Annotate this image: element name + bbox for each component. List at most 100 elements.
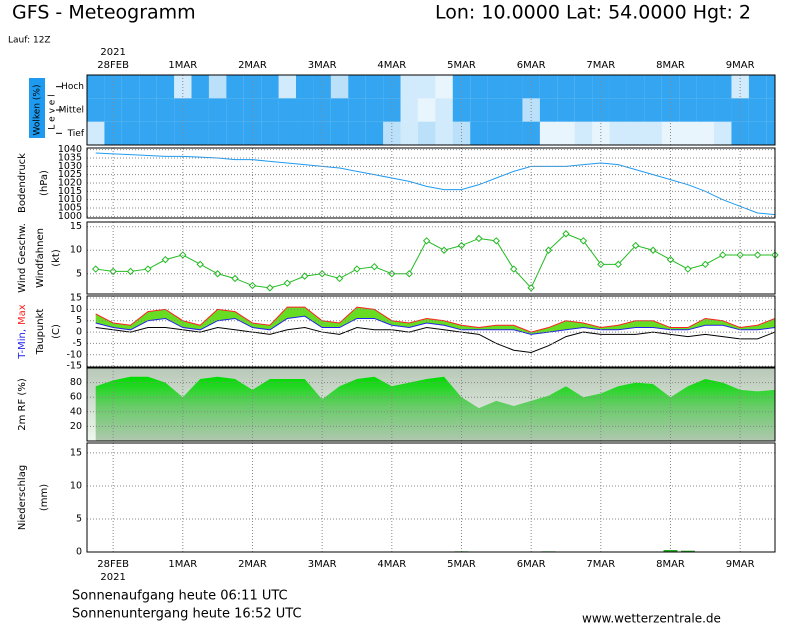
x-tick-label: 28FEB <box>97 559 129 570</box>
level-label: L e v e l <box>48 94 58 129</box>
cloud-cell <box>278 121 297 145</box>
cloud-cell <box>522 98 540 122</box>
cloud-cell <box>470 75 488 99</box>
cloud-cell <box>226 98 244 122</box>
cloud-cell <box>452 121 471 145</box>
cloud-cell <box>226 75 244 99</box>
cloud-cell <box>330 75 349 99</box>
y-tick-label: 10 <box>70 245 82 256</box>
cloud-cell <box>539 98 558 122</box>
cloud-cell <box>191 98 209 122</box>
legend-entry: T-Min, <box>17 329 28 360</box>
x-tick-label: 7MAR <box>586 559 615 570</box>
y-tick-label: -5 <box>73 338 82 349</box>
wind-marker <box>457 241 466 250</box>
wind-marker <box>753 251 762 259</box>
cloud-cell <box>505 121 523 145</box>
cloud-cell <box>400 98 418 122</box>
x-tick-label: 4MAR <box>377 559 406 570</box>
cloud-cell <box>417 75 436 99</box>
y-label: Taupunkt <box>35 309 46 356</box>
wind-marker <box>283 279 292 287</box>
cloud-cell <box>139 121 157 145</box>
panel-frame <box>86 295 776 368</box>
cloud-cell <box>452 75 471 99</box>
wind-marker <box>719 251 727 259</box>
cloud-cell <box>505 98 523 122</box>
x-tick-label: 7MAR <box>586 60 615 71</box>
cloud-cell <box>261 121 279 145</box>
y-tick-label: 15 <box>70 221 82 232</box>
cloud-cell <box>226 121 244 145</box>
cloud-cell <box>400 121 418 145</box>
cloud-cell <box>714 98 732 122</box>
year-label: 2021 <box>100 572 125 583</box>
source: www.wetterzentrale.de <box>582 612 721 625</box>
cloud-cell <box>121 98 140 122</box>
y-tick-label: 1000 <box>58 211 82 222</box>
cloud-cell <box>766 75 775 99</box>
panel-frame <box>86 367 776 442</box>
y-tick-label: 1010 <box>58 194 82 205</box>
series-line <box>95 233 775 289</box>
cloud-cell <box>644 121 662 145</box>
cloud-cell <box>330 121 349 145</box>
x-tick-label: 8MAR <box>656 60 685 71</box>
humidity-area <box>95 376 775 441</box>
cloud-cell <box>348 98 366 122</box>
x-tick-label: 6MAR <box>517 559 546 570</box>
cloud-cell <box>661 75 680 99</box>
cloud-cell <box>557 75 575 99</box>
cloud-cell <box>365 98 384 122</box>
cloud-cell <box>626 98 645 122</box>
y-label: Windfahnen <box>35 228 46 288</box>
cloud-cell <box>435 75 453 99</box>
cloud-cell <box>313 121 331 145</box>
wind-marker <box>527 284 535 292</box>
level-label: Mittel <box>59 106 84 116</box>
cloud-cell <box>592 121 610 145</box>
y-tick-label: 1035 <box>58 153 82 164</box>
cloud-cell <box>609 75 627 99</box>
cloud-cell <box>156 75 175 99</box>
cloud-cell <box>731 75 749 99</box>
y-tick-label: 5 <box>76 268 82 279</box>
cloud-cell <box>156 121 175 145</box>
y-unit: (C) <box>51 324 62 339</box>
y-tick-label: 10 <box>70 304 82 315</box>
x-tick-label: 1MAR <box>168 559 197 570</box>
cloud-cell <box>87 75 105 99</box>
y-unit: (mm) <box>39 484 50 511</box>
cloud-cell <box>261 98 279 122</box>
series-line <box>95 306 776 333</box>
cloud-cell <box>487 98 506 122</box>
cloud-cell <box>679 98 697 122</box>
cloud-cell <box>557 98 575 122</box>
y-tick-label: 0 <box>76 547 82 558</box>
panel-frame <box>86 221 776 295</box>
cloud-cell <box>748 121 767 145</box>
wind-marker <box>736 251 744 259</box>
wind-marker <box>544 246 553 254</box>
cloud-label-box <box>29 78 45 138</box>
year-label: 2021 <box>100 47 125 58</box>
cloud-cell <box>365 75 384 99</box>
cloud-cell <box>139 75 157 99</box>
cloud-cell <box>679 75 697 99</box>
wind-marker <box>422 237 431 245</box>
cloud-cell <box>191 121 209 145</box>
y-tick-label: -15 <box>66 361 82 372</box>
x-tick-label: 28FEB <box>97 60 129 71</box>
y-tick-label: 15 <box>70 293 82 304</box>
cloud-cell <box>174 121 192 145</box>
x-tick-label: 9MAR <box>726 60 755 71</box>
run: Lauf: 12Z <box>8 36 51 46</box>
sunrise: Sonnenaufgang heute 06:11 UTC <box>72 589 288 604</box>
y-tick-label: 1025 <box>58 169 82 180</box>
y-tick-label: 40 <box>70 406 82 417</box>
cloud-cell <box>208 121 227 145</box>
x-tick-label: 6MAR <box>517 60 546 71</box>
cloud-cell <box>296 121 314 145</box>
wind-marker <box>301 272 309 280</box>
cloud-cell <box>278 98 297 122</box>
